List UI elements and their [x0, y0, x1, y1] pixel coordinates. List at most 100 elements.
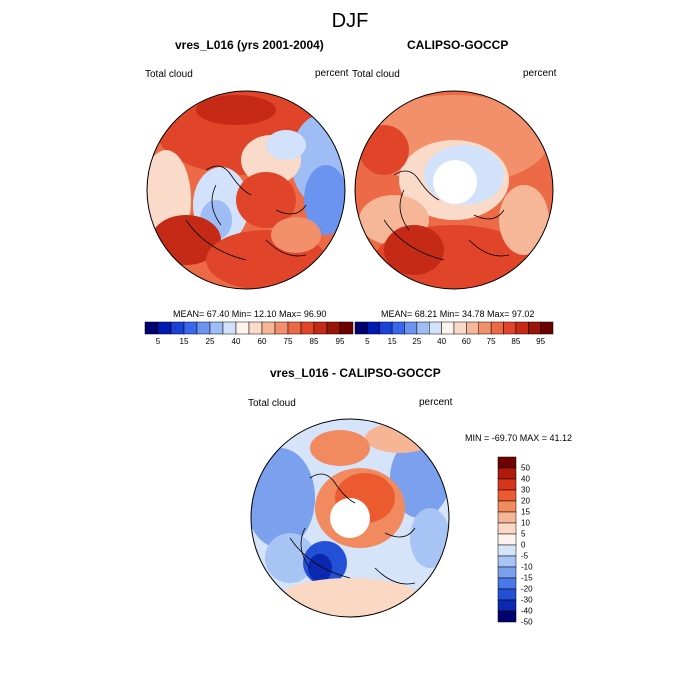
colorbar-swatch: [497, 588, 517, 601]
colorbar-swatch: [157, 321, 172, 335]
colorbar-swatch: [235, 321, 250, 335]
colorbar-swatch: [300, 321, 315, 335]
colorbar-swatch: [261, 321, 276, 335]
colorbar-swatch: [466, 321, 479, 335]
colorbar-tick-label: 50: [521, 463, 530, 473]
colorbar-tick-label: 5: [521, 529, 526, 539]
colorbar-tick-label: -30: [521, 595, 533, 605]
colorbar-swatch: [222, 321, 237, 335]
colorbar-swatch: [313, 321, 328, 335]
panel2-colorbar: [354, 321, 554, 335]
colorbar-swatch: [497, 489, 517, 502]
colorbar-swatch: [497, 478, 517, 491]
colorbar-tick-label: 75: [486, 337, 496, 346]
colorbar-swatch: [248, 321, 263, 335]
colorbar-tick-label: 85: [309, 337, 319, 346]
panel3-stats: MIN = -69.70 MAX = 41.12: [465, 433, 573, 443]
colorbar-swatch: [196, 321, 211, 335]
panel2-units-label: percent: [523, 68, 557, 79]
panel1-map: [146, 90, 346, 290]
colorbar-tick-label: -15: [521, 573, 533, 583]
colorbar-tick-label: 95: [335, 337, 345, 346]
colorbar-swatch: [144, 321, 159, 335]
colorbar-swatch: [515, 321, 529, 335]
colorbar-swatch: [503, 321, 517, 335]
colorbar-swatch: [287, 321, 302, 335]
panel1-colorbar: [144, 321, 354, 335]
colorbar-tick-label: -40: [521, 606, 533, 616]
colorbar-swatch: [497, 511, 517, 524]
colorbar-swatch: [497, 555, 517, 568]
colorbar-tick-label: 95: [536, 337, 546, 346]
colorbar-swatch: [379, 321, 393, 335]
colorbar-swatch: [497, 544, 517, 557]
panel3-title: vres_L016 - CALIPSO-GOCCP: [270, 366, 441, 380]
colorbar-swatch: [441, 321, 455, 335]
colorbar-swatch: [497, 533, 517, 546]
colorbar-tick-label: -5: [521, 551, 529, 561]
colorbar-swatch: [540, 321, 554, 335]
colorbar-swatch: [497, 610, 517, 623]
colorbar-swatch: [453, 321, 467, 335]
colorbar-tick-label: 85: [511, 337, 521, 346]
colorbar-tick-label: 20: [521, 496, 530, 506]
panel2-stats: MEAN= 68.21 Min= 34.78 Max= 97.02: [381, 309, 535, 319]
panel2-variable-label: Total cloud: [352, 69, 400, 80]
colorbar-tick-label: -10: [521, 562, 533, 572]
figure-title: DJF: [331, 10, 369, 32]
colorbar-swatch: [497, 500, 517, 513]
colorbar-tick-label: 5: [365, 337, 370, 346]
colorbar-swatch: [490, 321, 504, 335]
panel3-map: [250, 418, 450, 618]
panel1-units-label: percent: [315, 68, 349, 79]
colorbar-tick-label: 60: [257, 337, 267, 346]
colorbar-swatch: [497, 522, 517, 535]
panel1-variable-label: Total cloud: [145, 69, 193, 80]
colorbar-tick-label: 15: [521, 507, 530, 517]
colorbar-swatch: [339, 321, 354, 335]
colorbar-tick-label: 10: [521, 518, 530, 528]
colorbar-swatch: [183, 321, 198, 335]
colorbar-tick-label: 5: [155, 337, 161, 346]
colorbar-swatch: [429, 321, 442, 335]
colorbar-swatch: [497, 566, 517, 579]
colorbar-swatch: [391, 321, 405, 335]
colorbar-tick-label: 25: [205, 337, 215, 346]
colorbar-tick-label: -50: [521, 617, 533, 627]
colorbar-swatch: [209, 321, 224, 335]
panel2-map: [354, 90, 554, 290]
colorbar-tick-label: 40: [437, 337, 447, 346]
panel3-variable-label: Total cloud: [248, 398, 296, 409]
colorbar-tick-label: 15: [179, 337, 189, 346]
colorbar-swatch: [354, 321, 368, 335]
colorbar-tick-label: 0: [521, 540, 526, 550]
colorbar-tick-label: 40: [521, 474, 530, 484]
colorbar-swatch: [416, 321, 430, 335]
colorbar-tick-label: 30: [521, 485, 530, 495]
colorbar-swatch: [274, 321, 289, 335]
colorbar-tick-label: 60: [461, 337, 471, 346]
panel3-colorbar: [497, 456, 517, 623]
colorbar-swatch: [497, 456, 517, 469]
colorbar-swatch: [497, 577, 517, 590]
colorbar-swatch: [170, 321, 185, 335]
colorbar-swatch: [404, 321, 418, 335]
colorbar-swatch: [367, 321, 380, 335]
panel3-colorbar-ticks: 50 40 30 20 15 10 5 0 -5 -10 -15 -20 -30 -40 -50: [521, 457, 551, 627]
colorbar-tick-label: -20: [521, 584, 533, 594]
panel3-units-label: percent: [419, 397, 453, 408]
colorbar-tick-label: 75: [283, 337, 293, 346]
colorbar-tick-label: 15: [387, 337, 397, 346]
panel2-title: CALIPSO-GOCCP: [407, 38, 509, 52]
colorbar-swatch: [497, 467, 517, 480]
colorbar-swatch: [478, 321, 492, 335]
panel1-stats: MEAN= 67.40 Min= 12.10 Max= 96.90: [173, 309, 327, 319]
panel1-title: vres_L016 (yrs 2001-2004): [175, 38, 324, 52]
colorbar-tick-label: 40: [231, 337, 241, 346]
colorbar-swatch: [326, 321, 341, 335]
colorbar-tick-label: 25: [412, 337, 422, 346]
colorbar-swatch: [528, 321, 541, 335]
colorbar-swatch: [497, 599, 517, 612]
panel1-colorbar-ticks: 5 15 25 40 60 75 85 95: [145, 337, 353, 349]
panel2-colorbar-ticks: 5 15 25 40 60 75 85 95: [355, 337, 553, 349]
